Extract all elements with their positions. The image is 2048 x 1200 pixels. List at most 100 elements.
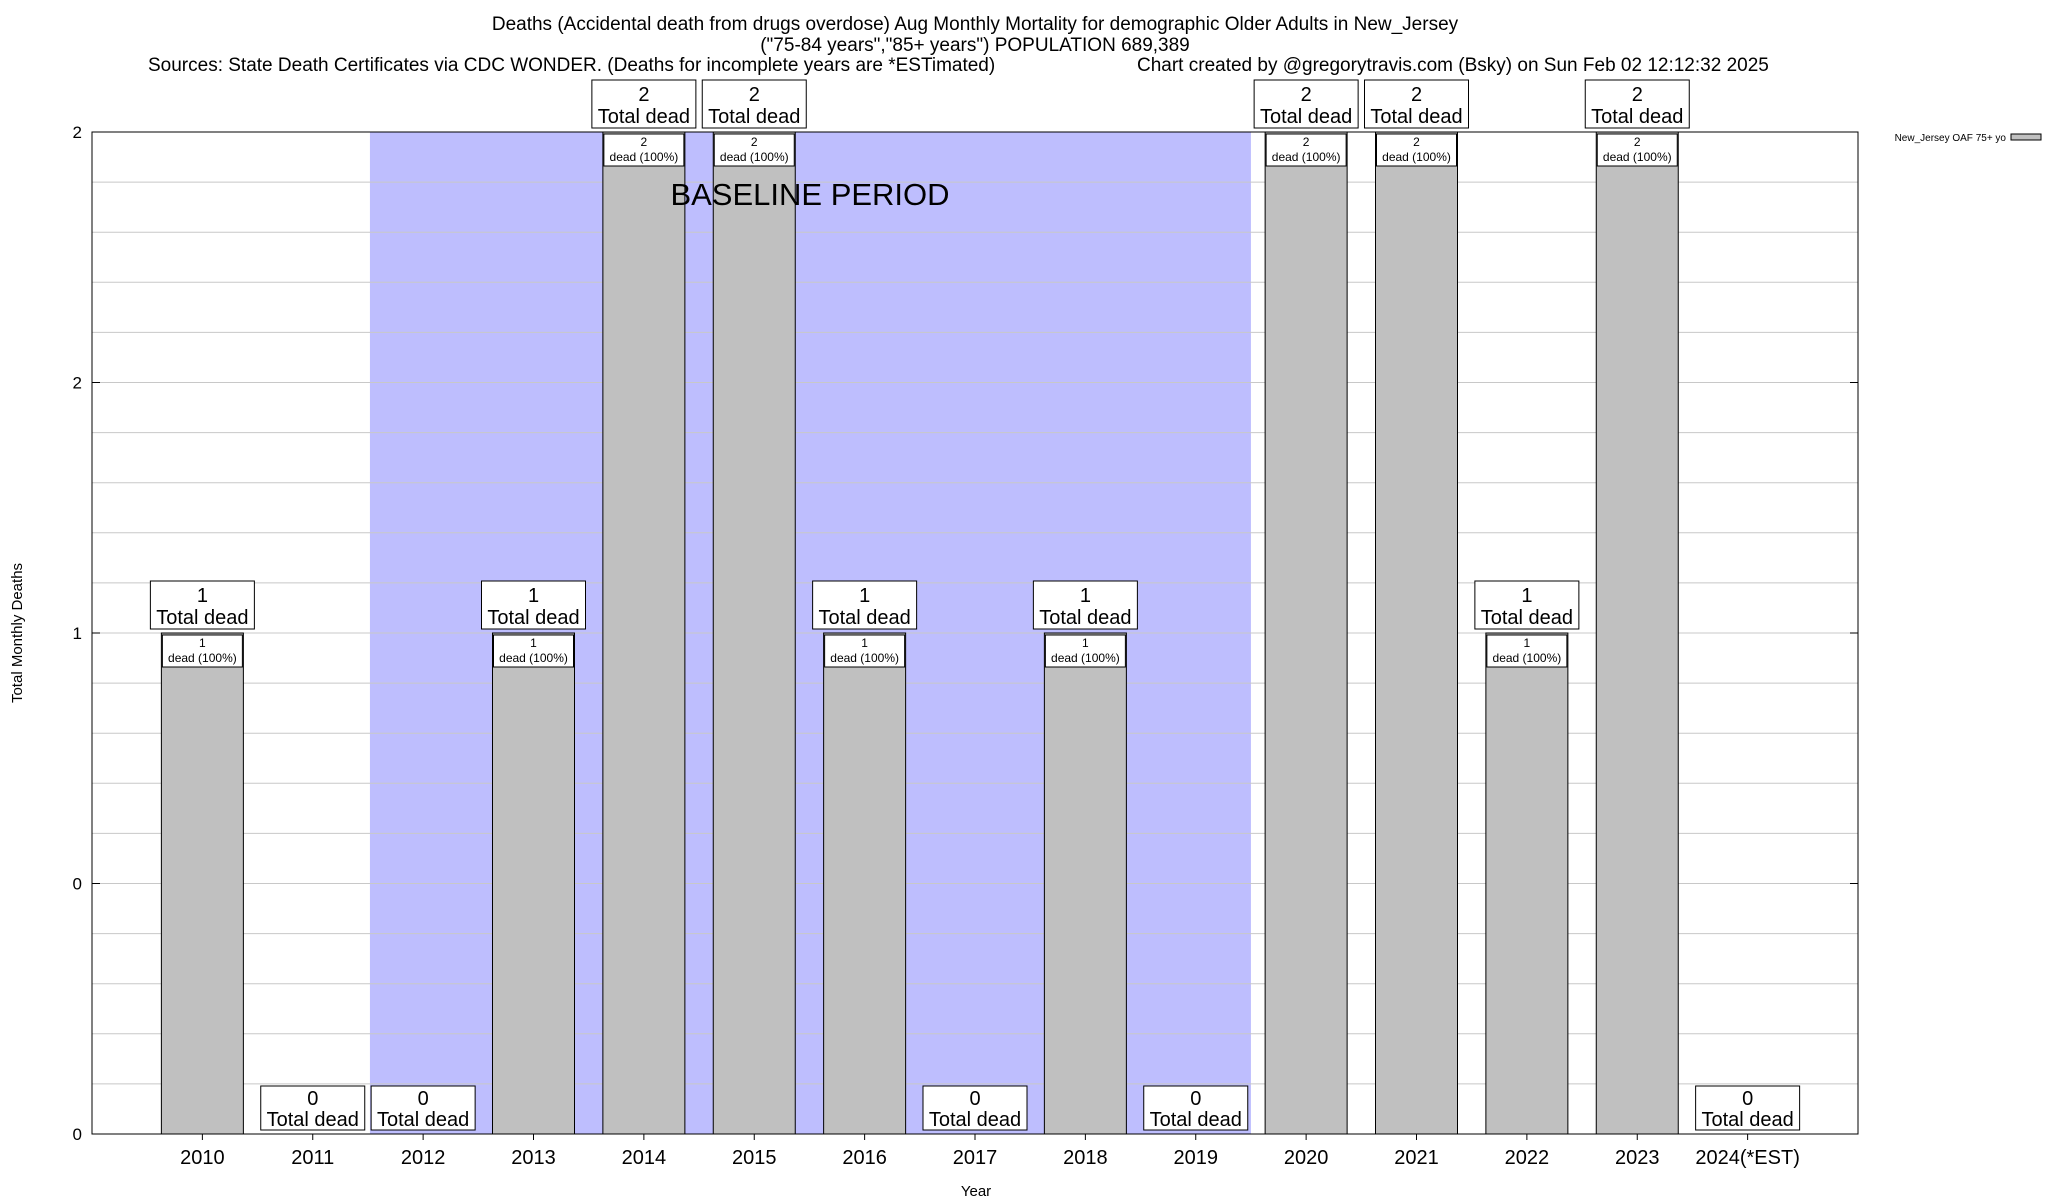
total-label-text: Total dead <box>1039 607 1131 629</box>
total-label-box <box>370 1085 476 1131</box>
total-label-text: Total dead <box>156 607 248 629</box>
total-label-count: 1 <box>859 585 870 607</box>
bar <box>823 632 907 1135</box>
bar <box>602 131 686 1135</box>
x-tick-label: 2017 <box>953 1147 998 1169</box>
x-tick-label: 2023 <box>1615 1147 1660 1169</box>
legend-label: New_Jersey OAF 75+ yo <box>1895 133 2007 144</box>
bar-inner-label: dead (100%) <box>1051 651 1120 665</box>
total-label-count: 2 <box>1301 84 1312 106</box>
bar <box>160 632 244 1135</box>
bar-inner-label: dead (100%) <box>168 651 237 665</box>
bar-inner-count: 2 <box>1634 135 1641 149</box>
plot-border <box>91 131 1859 1135</box>
total-label-text: Total dead <box>929 1109 1021 1131</box>
total-label-count: 0 <box>969 1088 980 1110</box>
total-label-box <box>701 79 807 129</box>
bar-inner-count: 1 <box>1082 636 1089 650</box>
total-label-count: 0 <box>418 1088 429 1110</box>
bar-inner-label-box <box>713 133 795 167</box>
total-label-text: Total dead <box>1481 607 1573 629</box>
bar <box>1043 632 1127 1135</box>
total-label-box <box>481 580 586 630</box>
total-label-box <box>1364 79 1469 129</box>
total-label-text: Total dead <box>377 1109 469 1131</box>
total-label-box <box>591 79 697 129</box>
bar <box>712 131 796 1135</box>
bar-inner-label: dead (100%) <box>830 651 899 665</box>
baseline-label: BASELINE PERIOD <box>670 177 949 212</box>
bar-inner-count: 1 <box>1524 636 1531 650</box>
total-label-text: Total dead <box>598 106 690 128</box>
x-tick-label: 2018 <box>1063 1147 1108 1169</box>
x-tick-label: 2024(*EST) <box>1695 1147 1800 1169</box>
bar-inner-count: 2 <box>641 135 648 149</box>
bar-inner-label-box <box>603 133 685 167</box>
total-label-box <box>1253 79 1359 129</box>
total-label-box <box>922 1085 1028 1131</box>
x-tick-label: 2019 <box>1174 1147 1219 1169</box>
y-tick-label: 1 <box>73 624 82 643</box>
total-label-count: 0 <box>307 1088 318 1110</box>
bar-inner-label: dead (100%) <box>720 150 789 164</box>
total-label-box <box>1584 79 1690 129</box>
x-tick-label: 2012 <box>401 1147 446 1169</box>
bar-inner-label: dead (100%) <box>1493 651 1562 665</box>
bar-inner-label-box <box>1376 133 1457 167</box>
total-label-text: Total dead <box>1591 106 1683 128</box>
total-label-box <box>812 580 918 630</box>
total-label-box <box>1143 1085 1249 1131</box>
legend-swatch <box>2010 133 2042 141</box>
total-label-text: Total dead <box>487 607 579 629</box>
total-label-count: 2 <box>638 84 649 106</box>
total-label-text: Total dead <box>1150 1109 1242 1131</box>
total-label-count: 1 <box>1080 585 1091 607</box>
chart-title-line2: ("75-84 years","85+ years") POPULATION 6… <box>760 35 1190 56</box>
bar-inner-count: 2 <box>751 135 758 149</box>
bar-inner-count: 1 <box>199 636 206 650</box>
total-label-text: Total dead <box>267 1109 359 1131</box>
bar-inner-count: 2 <box>1303 135 1310 149</box>
total-label-count: 2 <box>1632 84 1643 106</box>
total-label-text: Total dead <box>1370 106 1462 128</box>
y-tick-label: 0 <box>73 1125 82 1144</box>
total-label-count: 2 <box>1411 84 1422 106</box>
bar-inner-label-box <box>161 634 243 668</box>
total-label-box <box>1032 580 1138 630</box>
total-label-count: 2 <box>749 84 760 106</box>
total-label-box <box>149 580 255 630</box>
total-label-text: Total dead <box>708 106 800 128</box>
x-tick-label: 2022 <box>1505 1147 1550 1169</box>
bar <box>1485 632 1569 1135</box>
total-label-box <box>1695 1085 1801 1131</box>
x-tick-label: 2013 <box>511 1147 556 1169</box>
x-tick-label: 2014 <box>622 1147 667 1169</box>
total-label-text: Total dead <box>818 607 910 629</box>
x-axis-label: Year <box>961 1183 991 1200</box>
bar-inner-label: dead (100%) <box>499 651 568 665</box>
total-label-count: 1 <box>1521 585 1532 607</box>
total-label-box <box>1474 580 1580 630</box>
bar-inner-label-box <box>493 634 574 668</box>
chart-credit: Chart created by @gregorytravis.com (Bsk… <box>1137 55 1769 76</box>
chart-sources: Sources: State Death Certificates via CD… <box>148 55 996 76</box>
bar <box>1595 131 1679 1135</box>
total-label-count: 1 <box>197 585 208 607</box>
bar <box>1375 131 1458 1135</box>
x-tick-label: 2021 <box>1394 1147 1439 1169</box>
x-tick-label: 2020 <box>1284 1147 1329 1169</box>
bar-inner-label-box <box>1044 634 1126 668</box>
y-axis-label: Total Monthly Deaths <box>9 563 26 703</box>
total-label-count: 0 <box>1190 1088 1201 1110</box>
bar <box>1264 131 1348 1135</box>
total-label-count: 1 <box>528 585 539 607</box>
x-tick-label: 2011 <box>291 1147 334 1169</box>
bar-inner-label-box <box>1596 133 1678 167</box>
bar <box>492 632 575 1135</box>
y-tick-label: 2 <box>73 123 82 142</box>
bar-inner-label: dead (100%) <box>1382 150 1451 164</box>
bar-inner-label: dead (100%) <box>610 150 679 164</box>
bar-inner-label: dead (100%) <box>1272 150 1341 164</box>
total-label-text: Total dead <box>1701 1109 1793 1131</box>
bar-inner-count: 2 <box>1413 135 1420 149</box>
